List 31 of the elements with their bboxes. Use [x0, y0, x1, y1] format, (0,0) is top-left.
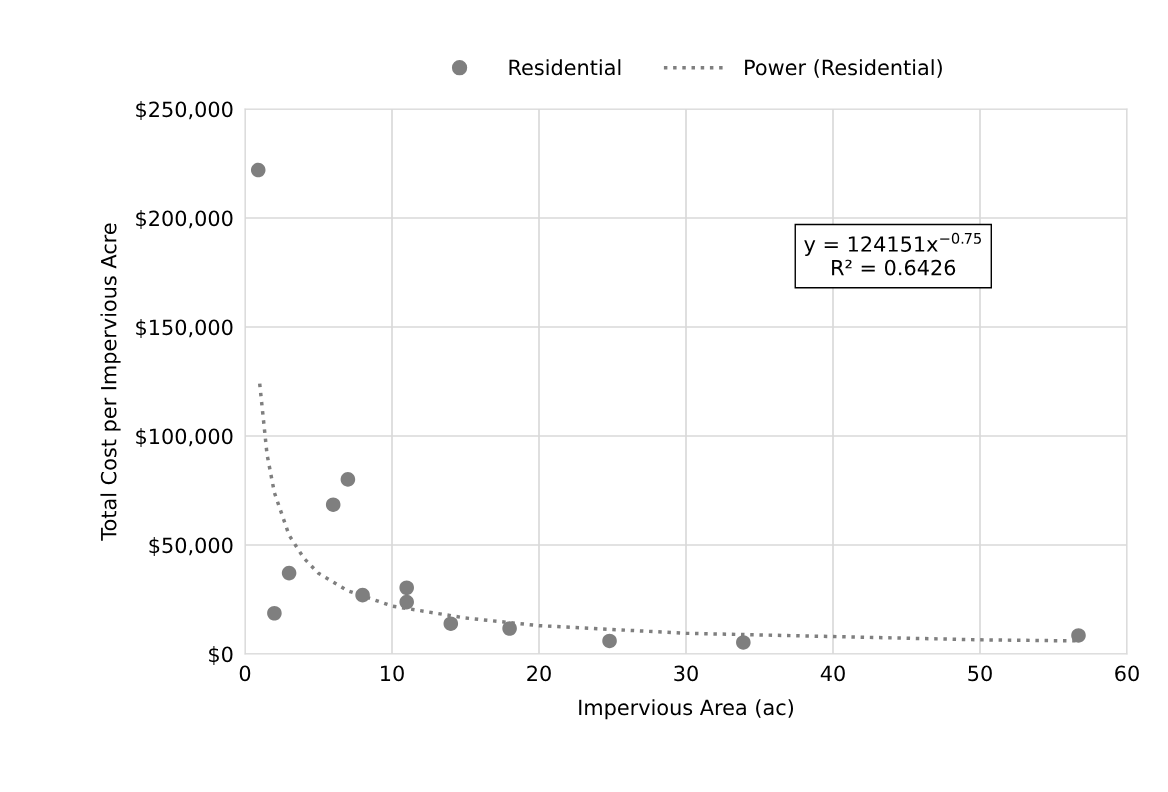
annotation: y = 124151x$^{−0.75}$ R² = 0.6426	[804, 232, 981, 276]
x-tick-label: 0	[239, 665, 251, 682]
point	[267, 605, 282, 621]
legend-label: Residential	[509, 59, 621, 76]
point	[325, 497, 341, 512]
y-tick-label: $200,000	[136, 210, 233, 229]
x-tick-label: 20	[527, 665, 551, 682]
y-tick-label: $250,000	[136, 101, 233, 120]
x-tick-label: 60	[1115, 665, 1139, 682]
legend-label: Power (Residential)	[745, 59, 942, 78]
point	[1071, 628, 1086, 643]
point	[399, 580, 414, 596]
y-tick-label: $0	[209, 646, 233, 665]
point	[443, 616, 459, 631]
x-tick-label: 10	[381, 665, 404, 682]
point	[281, 565, 297, 581]
x-tick-label: 50	[968, 665, 992, 682]
y-axis-title: Total Cost per Impervious Acre	[100, 223, 121, 541]
y-tick-label: $50,000	[149, 537, 233, 556]
y-tick-label: $100,000	[136, 428, 233, 447]
x-tick-label: 30	[674, 665, 698, 682]
point	[602, 633, 617, 649]
x-axis-title: Impervious Area (ac)	[579, 699, 794, 720]
point	[736, 635, 751, 650]
point	[250, 162, 266, 178]
point	[355, 587, 370, 603]
x-tick-label: 40	[820, 665, 845, 682]
y-tick-label: $150,000	[136, 319, 233, 338]
point	[399, 594, 414, 610]
point	[340, 472, 356, 487]
point	[502, 621, 517, 636]
